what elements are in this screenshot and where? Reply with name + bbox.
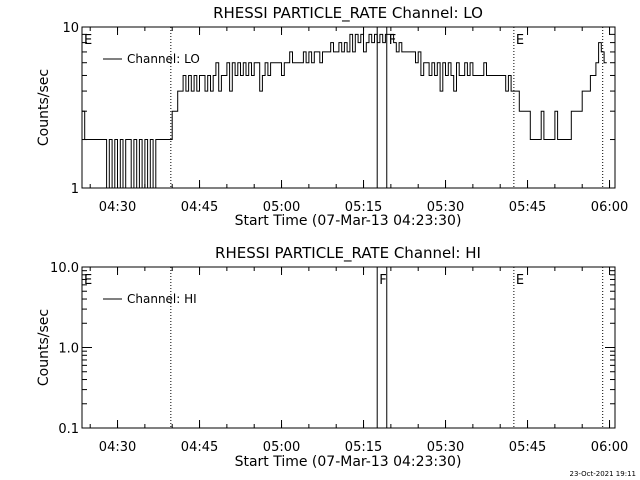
x-tick-label: 05:30 bbox=[427, 200, 464, 215]
x-axis-label: Start Time (07-Mar-13 04:23:30) bbox=[235, 454, 462, 470]
y-axis-label: Counts/sec bbox=[36, 309, 52, 386]
x-tick-label: 05:30 bbox=[427, 440, 464, 455]
x-tick-label: 04:30 bbox=[99, 440, 136, 455]
series-line bbox=[82, 33, 607, 189]
x-tick-label: 05:15 bbox=[345, 440, 382, 455]
y-axis-label: Counts/sec bbox=[36, 69, 52, 146]
marker-label: E bbox=[516, 33, 524, 48]
x-tick-label: 05:15 bbox=[345, 200, 382, 215]
plot-frame bbox=[81, 26, 616, 189]
x-tick-label: 05:45 bbox=[509, 440, 546, 455]
x-tick-label: 04:45 bbox=[181, 200, 218, 215]
x-axis-label: Start Time (07-Mar-13 04:23:30) bbox=[235, 213, 462, 229]
x-tick-label: 06:00 bbox=[591, 440, 628, 455]
lo-channel-panel: RHESSI PARTICLE_RATE Channel: LO 04:30 04:… bbox=[36, 4, 628, 229]
y-tick-label: 10.0 bbox=[50, 261, 79, 276]
hi-channel-panel: RHESSI PARTICLE_RATE Channel: HI 04:30 04:… bbox=[36, 244, 628, 470]
legend-label: Channel: LO bbox=[127, 52, 200, 66]
footer-timestamp: 23-Oct-2021 19:11 bbox=[570, 470, 636, 478]
marker-label: E bbox=[84, 273, 92, 288]
chart-title: RHESSI PARTICLE_RATE Channel: HI bbox=[215, 244, 481, 263]
x-tick-label: 06:00 bbox=[591, 200, 628, 215]
x-tick-label: 05:45 bbox=[509, 200, 546, 215]
x-tick-label: 04:30 bbox=[99, 200, 136, 215]
y-tick-label: 10 bbox=[62, 21, 79, 36]
marker-label: E bbox=[84, 33, 92, 48]
y-tick-label: 1.0 bbox=[58, 342, 79, 357]
legend-label: Channel: HI bbox=[127, 292, 197, 306]
marker-label: E bbox=[516, 273, 524, 288]
x-tick-label: 05:00 bbox=[263, 200, 300, 215]
y-tick-label: 1 bbox=[71, 182, 79, 197]
x-tick-label: 05:00 bbox=[263, 440, 300, 455]
marker-label: F bbox=[379, 273, 386, 288]
marker-label: F bbox=[389, 33, 396, 48]
chart-title: RHESSI PARTICLE_RATE Channel: LO bbox=[213, 4, 483, 23]
y-tick-label: 0.1 bbox=[58, 422, 79, 437]
x-tick-label: 04:45 bbox=[181, 440, 218, 455]
